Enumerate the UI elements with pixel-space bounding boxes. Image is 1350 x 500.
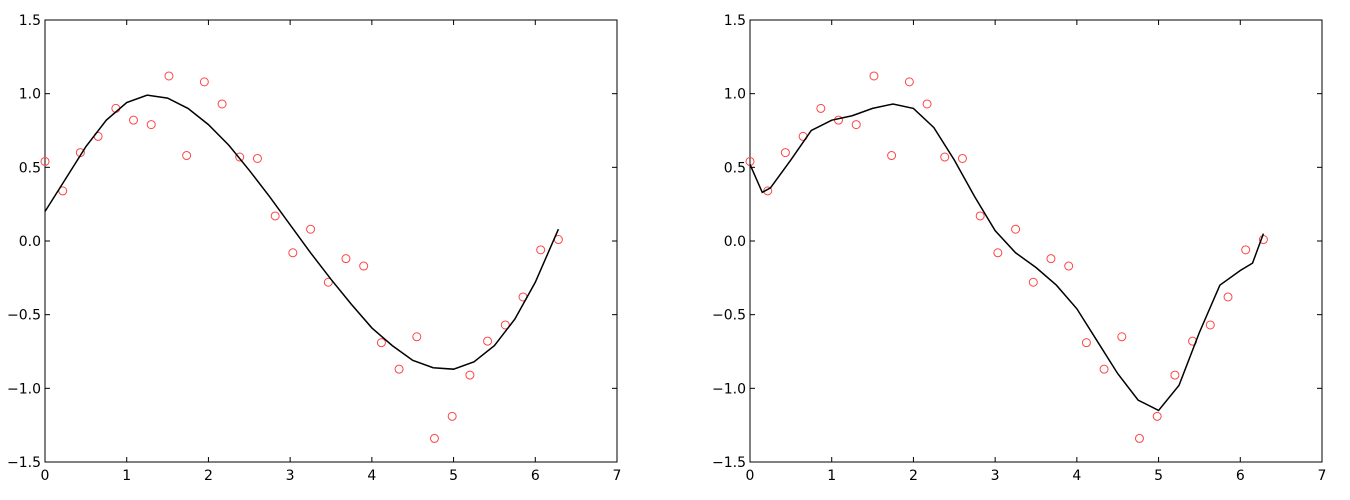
data-point [816, 103, 826, 113]
x-tick-label: 6 [531, 468, 540, 484]
data-point [780, 148, 790, 158]
data-point [1011, 224, 1021, 234]
data-point [323, 277, 333, 287]
y-tick-label: 0.0 [19, 234, 41, 250]
data-point [922, 99, 932, 109]
y-tick-label: 1.0 [19, 87, 41, 103]
data-point [182, 151, 192, 161]
y-tick-label: −1.0 [7, 381, 41, 397]
data-point [199, 77, 209, 87]
y-tick-label: −1.5 [7, 455, 41, 471]
data-point [975, 211, 985, 221]
data-point [1064, 261, 1074, 271]
data-point [1081, 338, 1091, 348]
x-tick-label: 6 [1236, 468, 1245, 484]
data-point [40, 156, 50, 166]
x-tick-label: 5 [1154, 468, 1163, 484]
data-point [1223, 292, 1233, 302]
x-tick-label: 4 [367, 468, 376, 484]
data-point [465, 370, 475, 380]
data-point [940, 152, 950, 162]
y-tick-label: 0.5 [724, 160, 746, 176]
x-tick-label: 2 [204, 468, 213, 484]
x-tick-label: 1 [827, 468, 836, 484]
fit-line [44, 94, 560, 370]
data-point [1170, 370, 1180, 380]
y-tick-label: 1.0 [724, 87, 746, 103]
y-tick-label: −0.5 [712, 308, 746, 324]
data-point [536, 245, 546, 255]
data-point [1241, 245, 1251, 255]
data-point [887, 151, 897, 161]
data-point [904, 77, 914, 87]
data-point [412, 332, 422, 342]
x-tick-label: 1 [122, 468, 131, 484]
data-point [483, 336, 493, 346]
data-point [1152, 411, 1162, 421]
data-point [341, 254, 351, 264]
data-point [359, 261, 369, 271]
data-point [447, 411, 457, 421]
data-point [376, 338, 386, 348]
data-point [1134, 433, 1144, 443]
data-point [288, 248, 298, 258]
y-tick-label: −1.0 [712, 381, 746, 397]
y-tick-label: −0.5 [7, 308, 41, 324]
data-point [306, 224, 316, 234]
data-point [1046, 254, 1056, 264]
x-tick-label: 7 [613, 468, 622, 484]
data-point [993, 248, 1003, 258]
data-point [1205, 320, 1215, 330]
fit-line [749, 103, 1265, 412]
y-tick-label: 1.5 [724, 13, 746, 29]
data-point [217, 99, 227, 109]
data-point [252, 153, 262, 163]
data-point [957, 153, 967, 163]
data-point [851, 120, 861, 130]
y-tick-label: −1.5 [712, 455, 746, 471]
data-point [164, 71, 174, 81]
data-point [500, 320, 510, 330]
axes-frame [749, 19, 1323, 463]
data-point [1117, 332, 1127, 342]
data-point [128, 115, 138, 125]
y-tick-label: 0.5 [19, 160, 41, 176]
x-tick-label: 3 [991, 468, 1000, 484]
data-point [429, 433, 439, 443]
data-point [1099, 364, 1109, 374]
x-tick-label: 7 [1318, 468, 1327, 484]
x-tick-label: 0 [41, 468, 50, 484]
data-point [869, 71, 879, 81]
axes-frame [44, 19, 618, 463]
data-point [146, 120, 156, 130]
data-point [235, 152, 245, 162]
x-tick-label: 4 [1072, 468, 1081, 484]
x-tick-label: 0 [746, 468, 755, 484]
y-tick-label: 1.5 [19, 13, 41, 29]
data-point [270, 211, 280, 221]
x-tick-label: 2 [909, 468, 918, 484]
x-tick-label: 5 [449, 468, 458, 484]
y-tick-label: 0.0 [724, 234, 746, 250]
data-point [394, 364, 404, 374]
x-tick-label: 3 [286, 468, 295, 484]
data-point [1028, 277, 1038, 287]
